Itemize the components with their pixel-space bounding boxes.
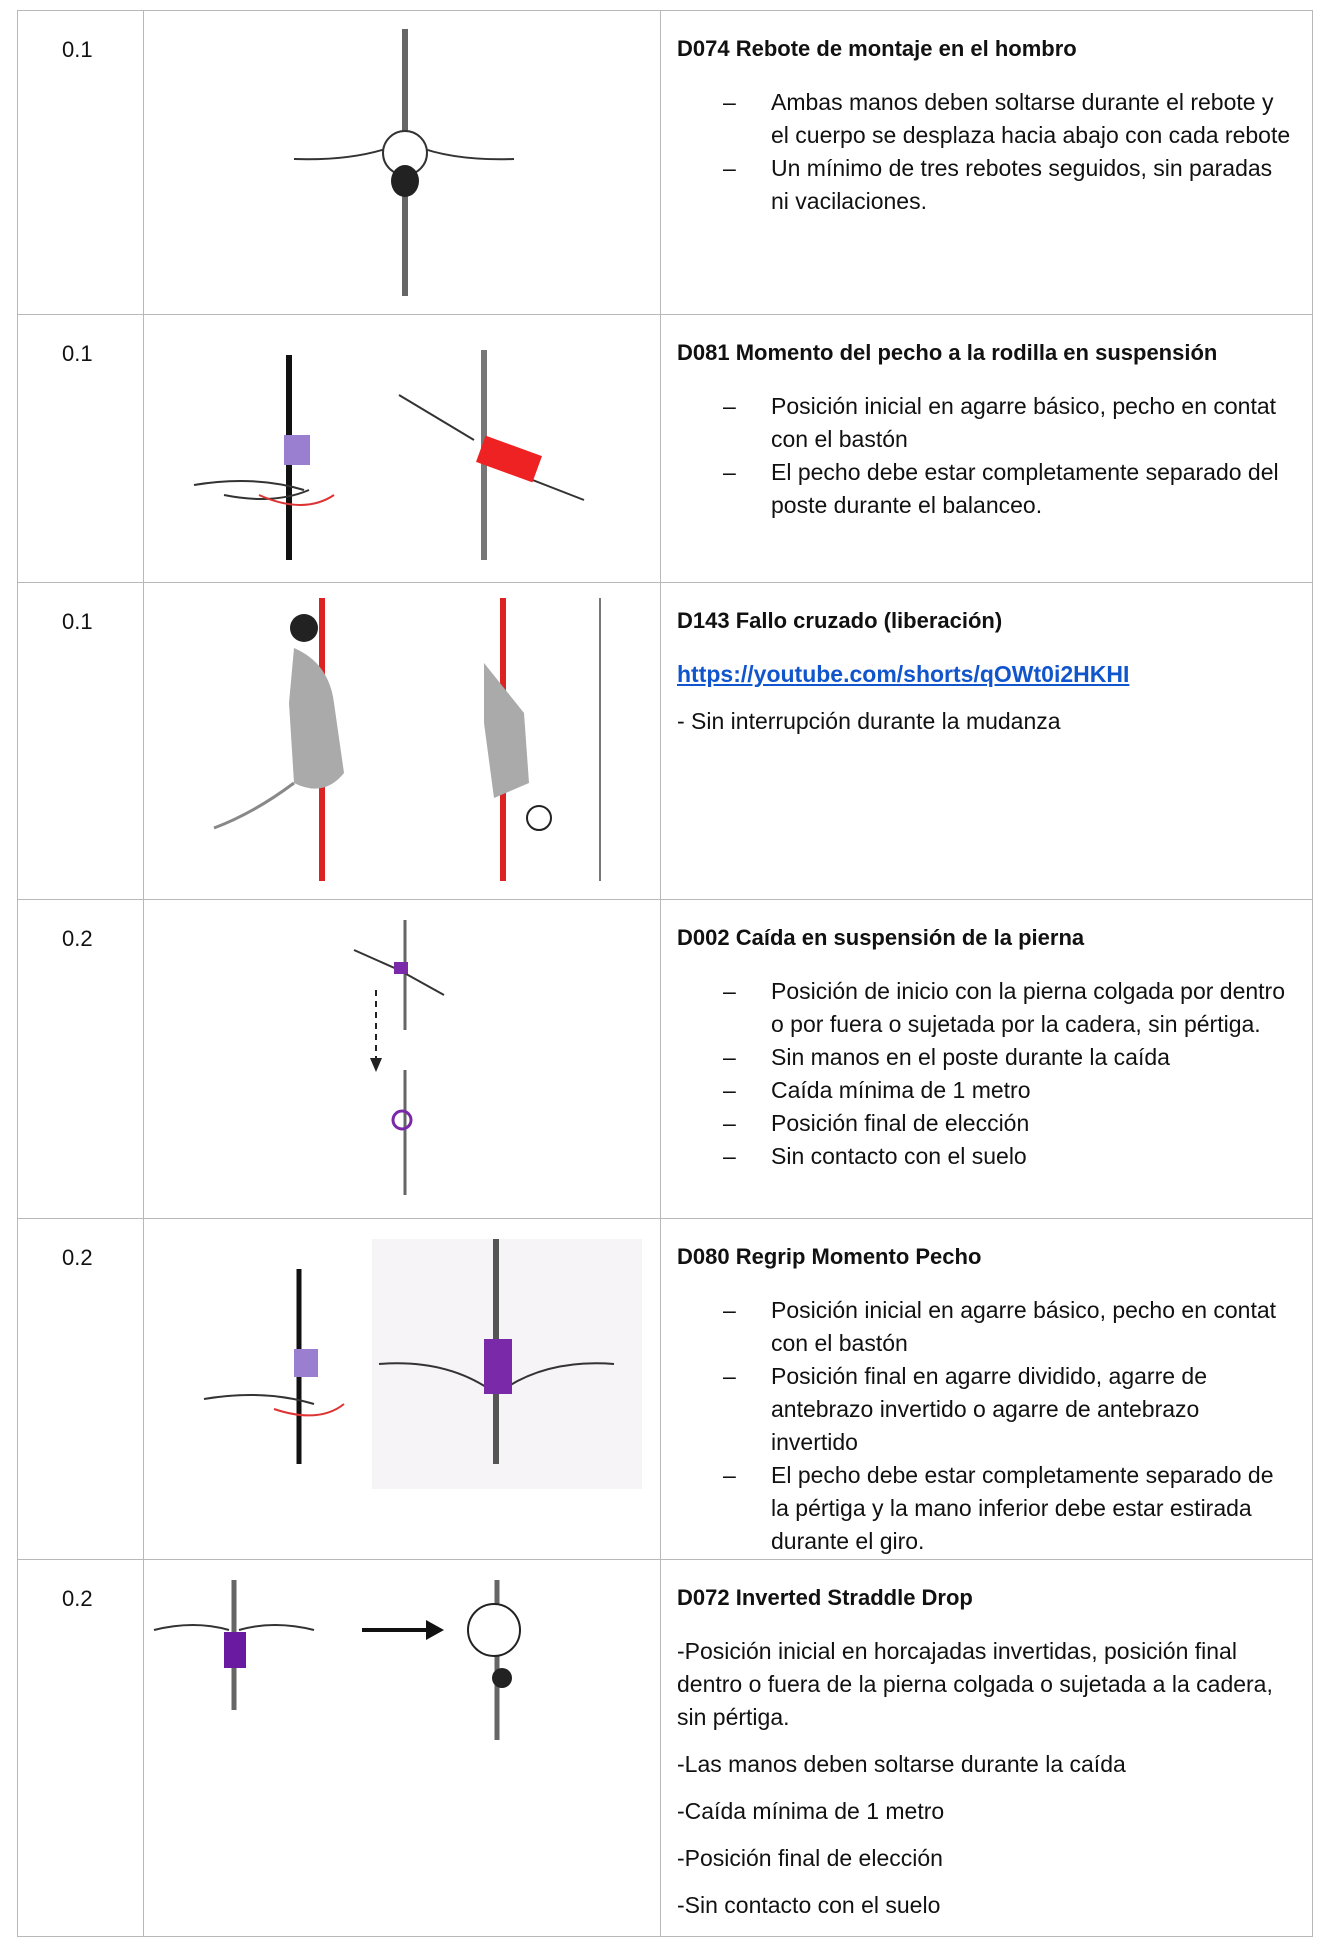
paragraph: -Caída mínima de 1 metro (677, 1798, 945, 1824)
value: 0.2 (17, 1559, 144, 1937)
bullet-list: Posición inicial en agarre básico, pecho… (677, 390, 1291, 522)
bullet-list: Posición de inicio con la pierna colgada… (677, 975, 1291, 1173)
bullet: El pecho debe estar completamente separa… (723, 1459, 1291, 1558)
value: 0.1 (17, 582, 144, 900)
bullet: Sin contacto con el suelo (723, 1140, 1291, 1173)
value: 0.2 (17, 899, 144, 1219)
description: D143 Fallo cruzado (liberación) https://y… (660, 582, 1313, 900)
figure (353, 920, 445, 1195)
bullet-list: Ambas manos deben soltarse durante el re… (677, 86, 1291, 218)
paragraph: -Posición final de elección (677, 1845, 943, 1871)
bullet: Un mínimo de tres rebotes seguidos, sin … (723, 152, 1291, 218)
illustration (143, 582, 661, 900)
link[interactable]: https://youtube.com/shorts/qOWt0i2HKHI (677, 661, 1130, 687)
bullet: El pecho debe estar completamente separa… (723, 456, 1291, 522)
bullet: Posición inicial en agarre básico, pecho… (723, 1294, 1291, 1360)
figure (213, 598, 601, 881)
bullet: Posición inicial en agarre básico, pecho… (723, 390, 1291, 456)
row: 0.2 D080 Regrip Momento Pecho Posición in… (17, 1218, 1313, 1560)
bullet: Caída mínima de 1 metro (723, 1074, 1291, 1107)
figure (293, 29, 515, 296)
bullet-list: Posición inicial en agarre básico, pecho… (677, 1294, 1291, 1558)
paragraph: - Sin interrupción durante la mudanza (677, 708, 1061, 734)
illustration (143, 1218, 661, 1560)
row: 0.1 D081 Momento del pecho a la rodilla … (17, 314, 1313, 583)
element-title: D080 Regrip Momento Pecho (677, 1244, 982, 1269)
bullet: Ambas manos deben soltarse durante el re… (723, 86, 1291, 152)
illustration (143, 1559, 661, 1937)
paragraph: -Las manos deben soltarse durante la caí… (677, 1751, 1126, 1777)
paragraph: -Sin contacto con el suelo (677, 1892, 941, 1918)
illustration (143, 10, 661, 315)
row: 0.1 D074 Rebote de montaje en el hombro A… (17, 10, 1313, 315)
figure (203, 1239, 642, 1489)
description: D072 Inverted Straddle Drop -Posición ini… (660, 1559, 1313, 1937)
row: 0.1 D143 Fallo cruzado (liberación) https… (17, 582, 1313, 900)
element-title: D081 Momento del pecho a la rodilla en s… (677, 340, 1218, 365)
element-title: D002 Caída en suspensión de la pierna (677, 925, 1085, 950)
row: 0.2 D002 Caída en suspensión de la piern… (17, 899, 1313, 1219)
description: D080 Regrip Momento Pecho Posición inicia… (660, 1218, 1313, 1560)
bullet: Sin manos en el poste durante la caída (723, 1041, 1291, 1074)
value: 0.2 (17, 1218, 144, 1560)
description: D002 Caída en suspensión de la pierna Pos… (660, 899, 1313, 1219)
value: 0.1 (17, 314, 144, 583)
value: 0.1 (17, 10, 144, 315)
row: 0.2 D072 Inverted Straddle Drop -Posición… (17, 1559, 1313, 1937)
figure (193, 350, 585, 560)
bullet: Posición final de elección (723, 1107, 1291, 1140)
bullet: Posición de inicio con la pierna colgada… (723, 975, 1291, 1041)
illustration (143, 314, 661, 583)
paragraph: -Posición inicial en horcajadas invertid… (677, 1638, 1273, 1730)
element-title: D072 Inverted Straddle Drop (677, 1585, 973, 1610)
element-title: D143 Fallo cruzado (liberación) (677, 608, 1003, 633)
element-title: D074 Rebote de montaje en el hombro (677, 36, 1077, 61)
figure (153, 1580, 521, 1740)
description: D081 Momento del pecho a la rodilla en s… (660, 314, 1313, 583)
elements-table: 0.1 D074 Rebote de montaje en el hombro A… (17, 10, 1313, 1937)
bullet: Posición final en agarre dividido, agarr… (723, 1360, 1291, 1459)
illustration (143, 899, 661, 1219)
description: D074 Rebote de montaje en el hombro Ambas… (660, 10, 1313, 315)
